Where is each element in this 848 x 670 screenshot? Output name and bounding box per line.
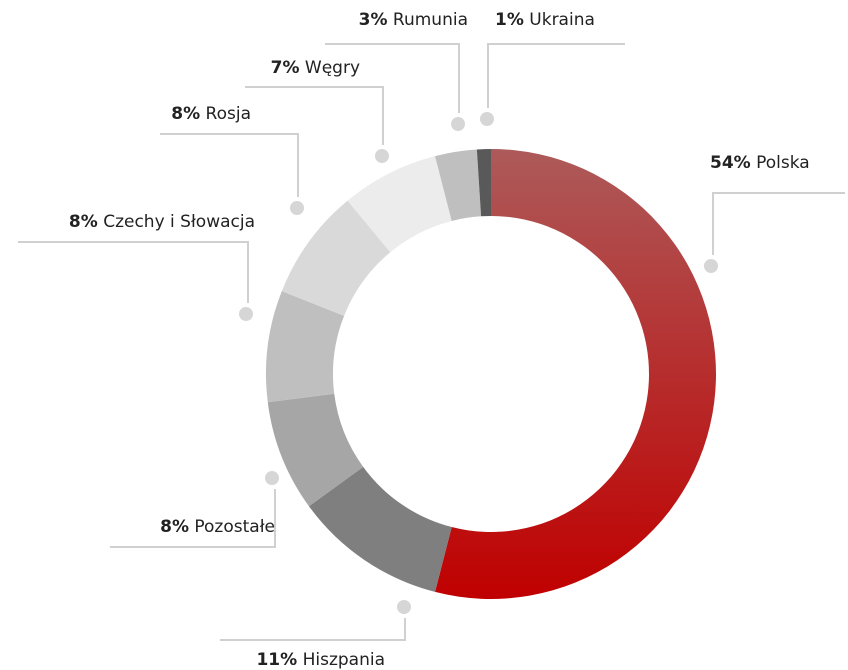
donut-segment	[435, 149, 716, 599]
leader-line	[18, 241, 249, 303]
data-label: 3% Rumunia	[359, 10, 468, 30]
data-label: 8% Pozostałe	[160, 517, 275, 537]
category-label: Ukraina	[529, 10, 595, 30]
donut-segment	[266, 291, 345, 403]
leader-dot	[290, 201, 304, 215]
donut-segment	[308, 466, 452, 592]
value-label: 8%	[160, 517, 189, 537]
leader-line	[160, 133, 299, 197]
value-label: 1%	[495, 10, 524, 30]
leader-dot	[704, 259, 718, 273]
leader-line	[220, 618, 406, 641]
value-label: 11%	[256, 650, 297, 670]
category-label: Czechy i Słowacja	[103, 212, 255, 232]
category-label: Rosja	[206, 104, 251, 124]
data-label: 1% Ukraina	[495, 10, 595, 30]
data-label: 7% Węgry	[271, 58, 360, 78]
leader-line	[245, 86, 384, 145]
leader-dot	[480, 112, 494, 126]
category-label: Hiszpania	[303, 650, 385, 670]
leader-dot	[265, 471, 279, 485]
value-label: 7%	[271, 58, 300, 78]
value-label: 3%	[359, 10, 388, 30]
data-label: 11% Hiszpania	[256, 650, 385, 670]
leader-line	[712, 192, 845, 255]
leader-line	[487, 43, 625, 108]
leader-dot	[397, 600, 411, 614]
value-label: 8%	[69, 212, 98, 232]
category-label: Węgry	[305, 58, 360, 78]
leader-line	[110, 489, 276, 548]
data-label: 54% Polska	[710, 153, 810, 173]
donut-segment	[281, 200, 391, 316]
leader-dot	[451, 117, 465, 131]
donut-segment	[476, 149, 491, 217]
category-label: Rumunia	[393, 10, 468, 30]
donut-segment	[347, 156, 452, 253]
leader-line	[325, 43, 460, 113]
leader-dot	[375, 149, 389, 163]
leader-dot	[239, 307, 253, 321]
donut-segment	[435, 149, 482, 221]
category-label: Pozostałe	[194, 517, 275, 537]
value-label: 54%	[710, 153, 751, 173]
category-label: Polska	[756, 153, 810, 173]
value-label: 8%	[171, 104, 200, 124]
donut-segment	[267, 393, 364, 507]
data-label: 8% Rosja	[171, 104, 251, 124]
data-label: 8% Czechy i Słowacja	[69, 212, 255, 232]
